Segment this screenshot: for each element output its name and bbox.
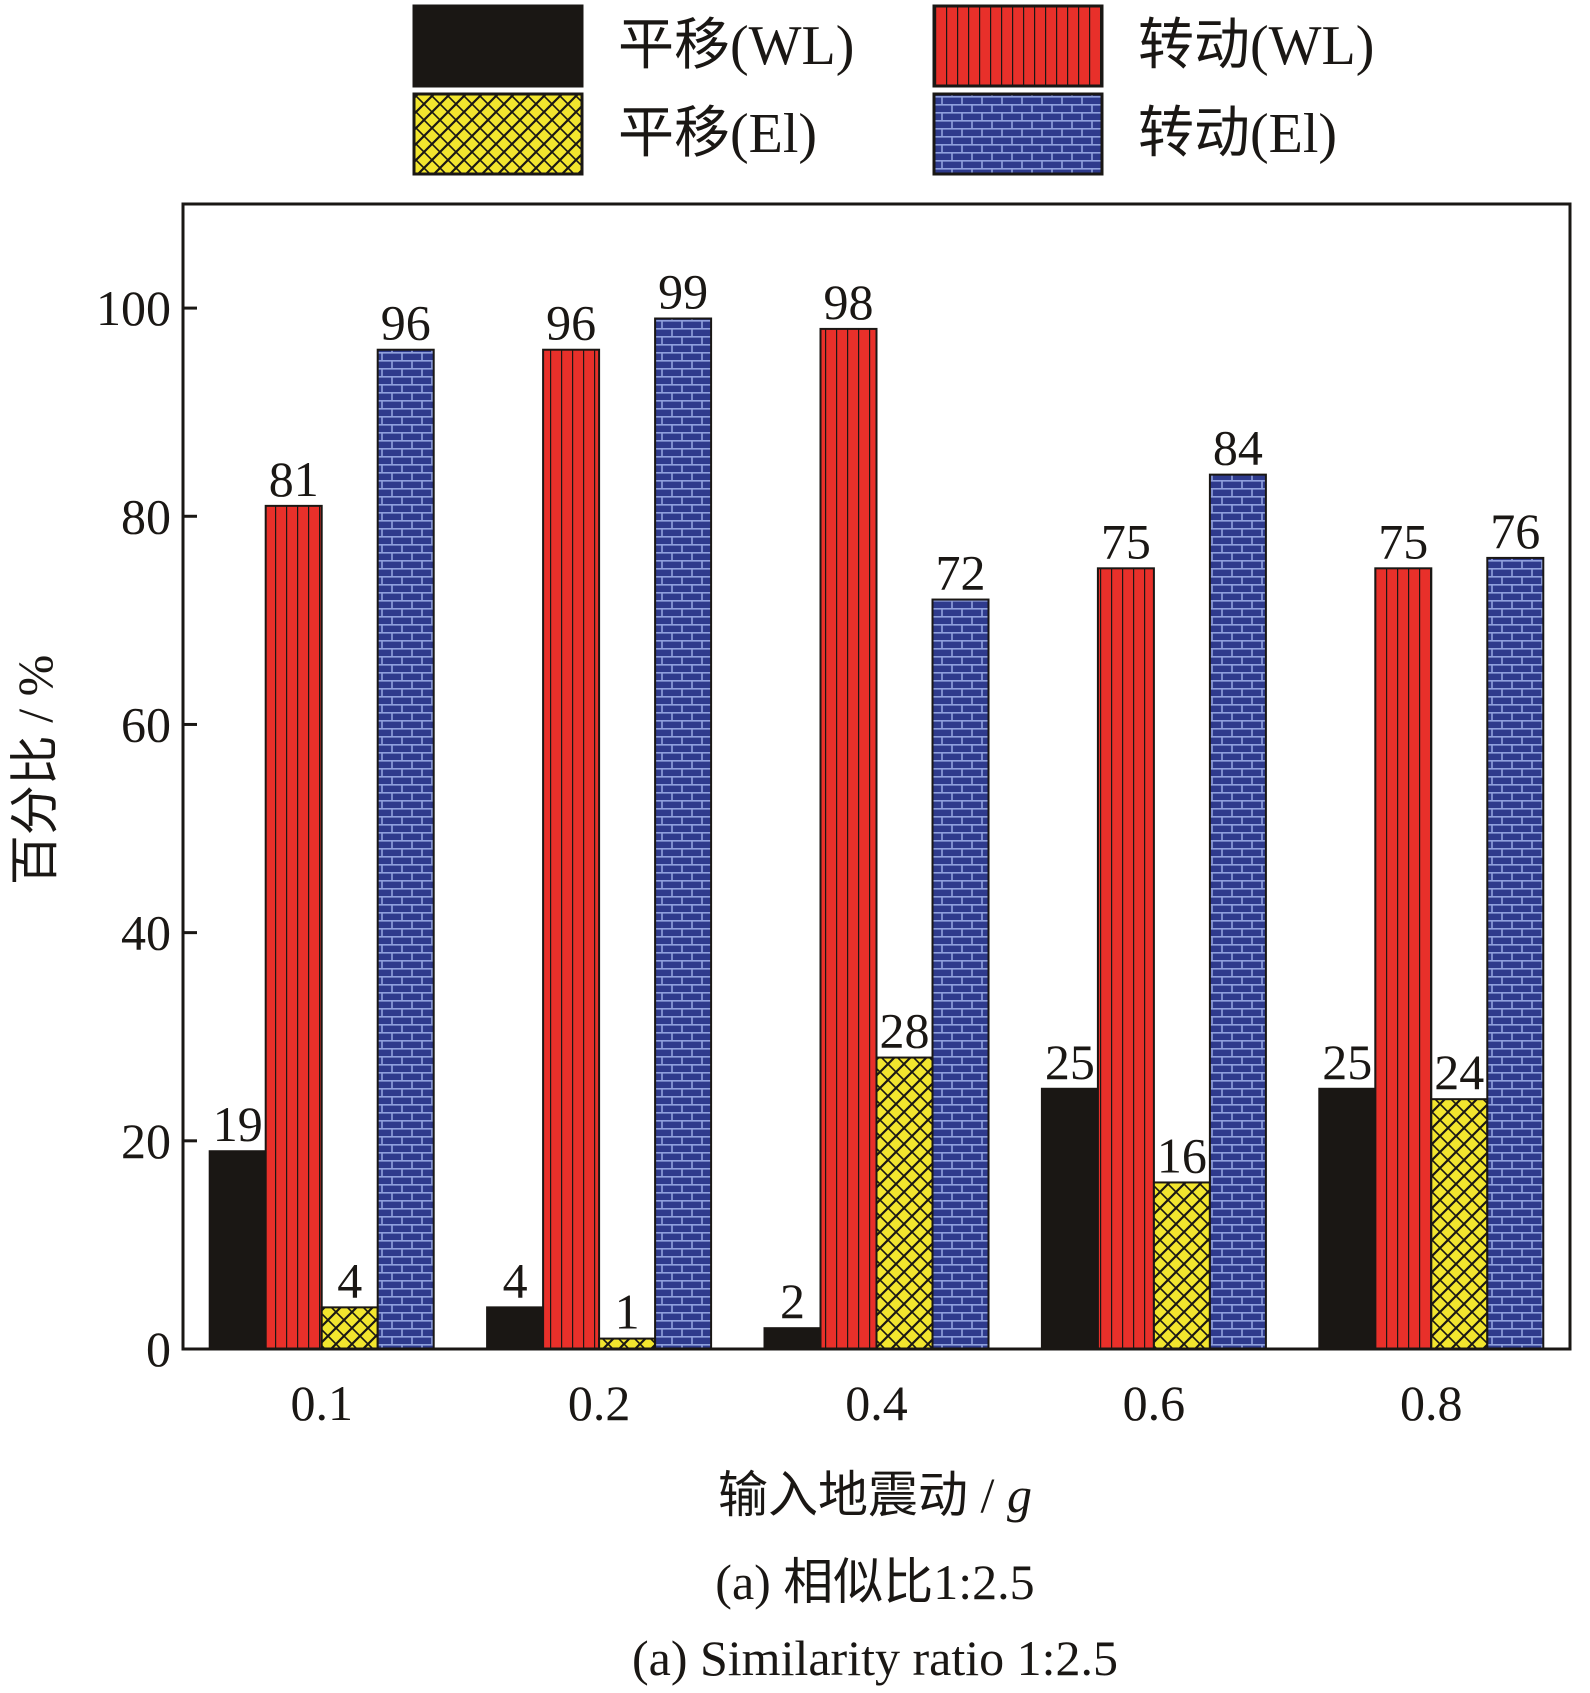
bar-0.2-series-1 [542,348,601,1350]
axes: 0 20 40 60 80 100 0.1 0.2 0.4 0.6 0.8 [96,202,1572,1431]
x-tick-label: 0.6 [1123,1375,1186,1431]
bar-0.1-series-0 [208,1150,267,1351]
bar-0.8-series-3 [1486,556,1545,1350]
y-tick-label: 0 [146,1321,171,1377]
y-tick-label: 20 [121,1113,171,1169]
bar-value-label: 25 [1322,1034,1372,1090]
legend-label: 平移(El) [618,103,817,165]
bar-0.2-series-3 [654,317,713,1350]
x-tick-label: 0.4 [845,1375,908,1431]
plot-frame [181,202,1572,1351]
bar-value-label: 24 [1434,1044,1484,1100]
x-tick-label: 0.8 [1400,1375,1463,1431]
x-tick-label: 0.1 [290,1375,353,1431]
bar-0.8-series-0 [1318,1087,1377,1350]
legend: 平移(WL) 转动(WL) 平移(El) 转动(El) [412,4,1374,176]
legend-swatch [932,92,1104,176]
legend-swatch [412,4,584,88]
legend-swatch [412,92,584,176]
bar-0.4-series-3 [931,598,990,1350]
bar-value-label: 76 [1490,503,1540,559]
bar-value-label: 99 [658,264,708,320]
bar-0.8-series-1 [1374,567,1433,1350]
bar-0.1-series-3 [376,348,435,1350]
bar-value-label: 4 [503,1252,528,1308]
bar-value-label: 28 [880,1003,930,1059]
caption-english: (a) Similarity ratio 1:2.5 [632,1630,1118,1686]
bar-value-label: 16 [1157,1127,1207,1183]
bar-value-label: 1 [615,1284,640,1340]
bar-0.4-series-1 [819,327,878,1350]
bar-value-label: 2 [780,1273,805,1329]
x-axis-title: 输入地震动 / g [718,1467,1032,1523]
bar-value-label: 4 [337,1252,362,1308]
bar-value-label: 75 [1378,513,1428,569]
bar-0.2-series-2 [598,1337,657,1351]
y-tick-label: 100 [96,280,171,336]
bar-0.6-series-1 [1096,567,1155,1350]
bar-0.6-series-0 [1040,1087,1099,1350]
bar-value-label: 81 [269,451,319,507]
legend-label: 转动(WL) [1138,15,1374,77]
bar-value-label: 72 [936,545,986,601]
legend-swatch [932,4,1104,88]
legend-label: 转动(El) [1138,103,1337,165]
bar-value-label: 19 [213,1096,263,1152]
bar-value-label: 96 [546,295,596,351]
bar-value-label: 98 [824,274,874,330]
legend-label: 平移(WL) [618,15,854,77]
bar-0.6-series-2 [1152,1181,1211,1351]
bar-value-label: 84 [1213,420,1263,476]
bar-value-label: 96 [381,295,431,351]
bar-0.1-series-1 [264,504,323,1350]
bar-0.6-series-3 [1208,473,1267,1350]
bar-0.4-series-0 [763,1327,822,1350]
y-tick-label: 80 [121,488,171,544]
x-tick-label: 0.2 [568,1375,631,1431]
bars [208,317,1545,1351]
bar-value-label: 25 [1045,1034,1095,1090]
bar-0.2-series-0 [486,1306,545,1351]
y-tick-label: 40 [121,905,171,961]
caption-chinese: (a) 相似比1:2.5 [715,1554,1034,1610]
data-labels: 19 81 4 96 4 96 1 99 2 98 28 72 25 75 16 84 25 75 24 76 [213,264,1541,1340]
bar-0.8-series-2 [1430,1098,1489,1350]
y-tick-label: 60 [121,696,171,752]
y-axis-title: 百分比 / % [7,655,63,886]
bar-0.1-series-2 [320,1306,379,1351]
bar-value-label: 75 [1101,513,1151,569]
bar-0.4-series-2 [875,1056,934,1350]
